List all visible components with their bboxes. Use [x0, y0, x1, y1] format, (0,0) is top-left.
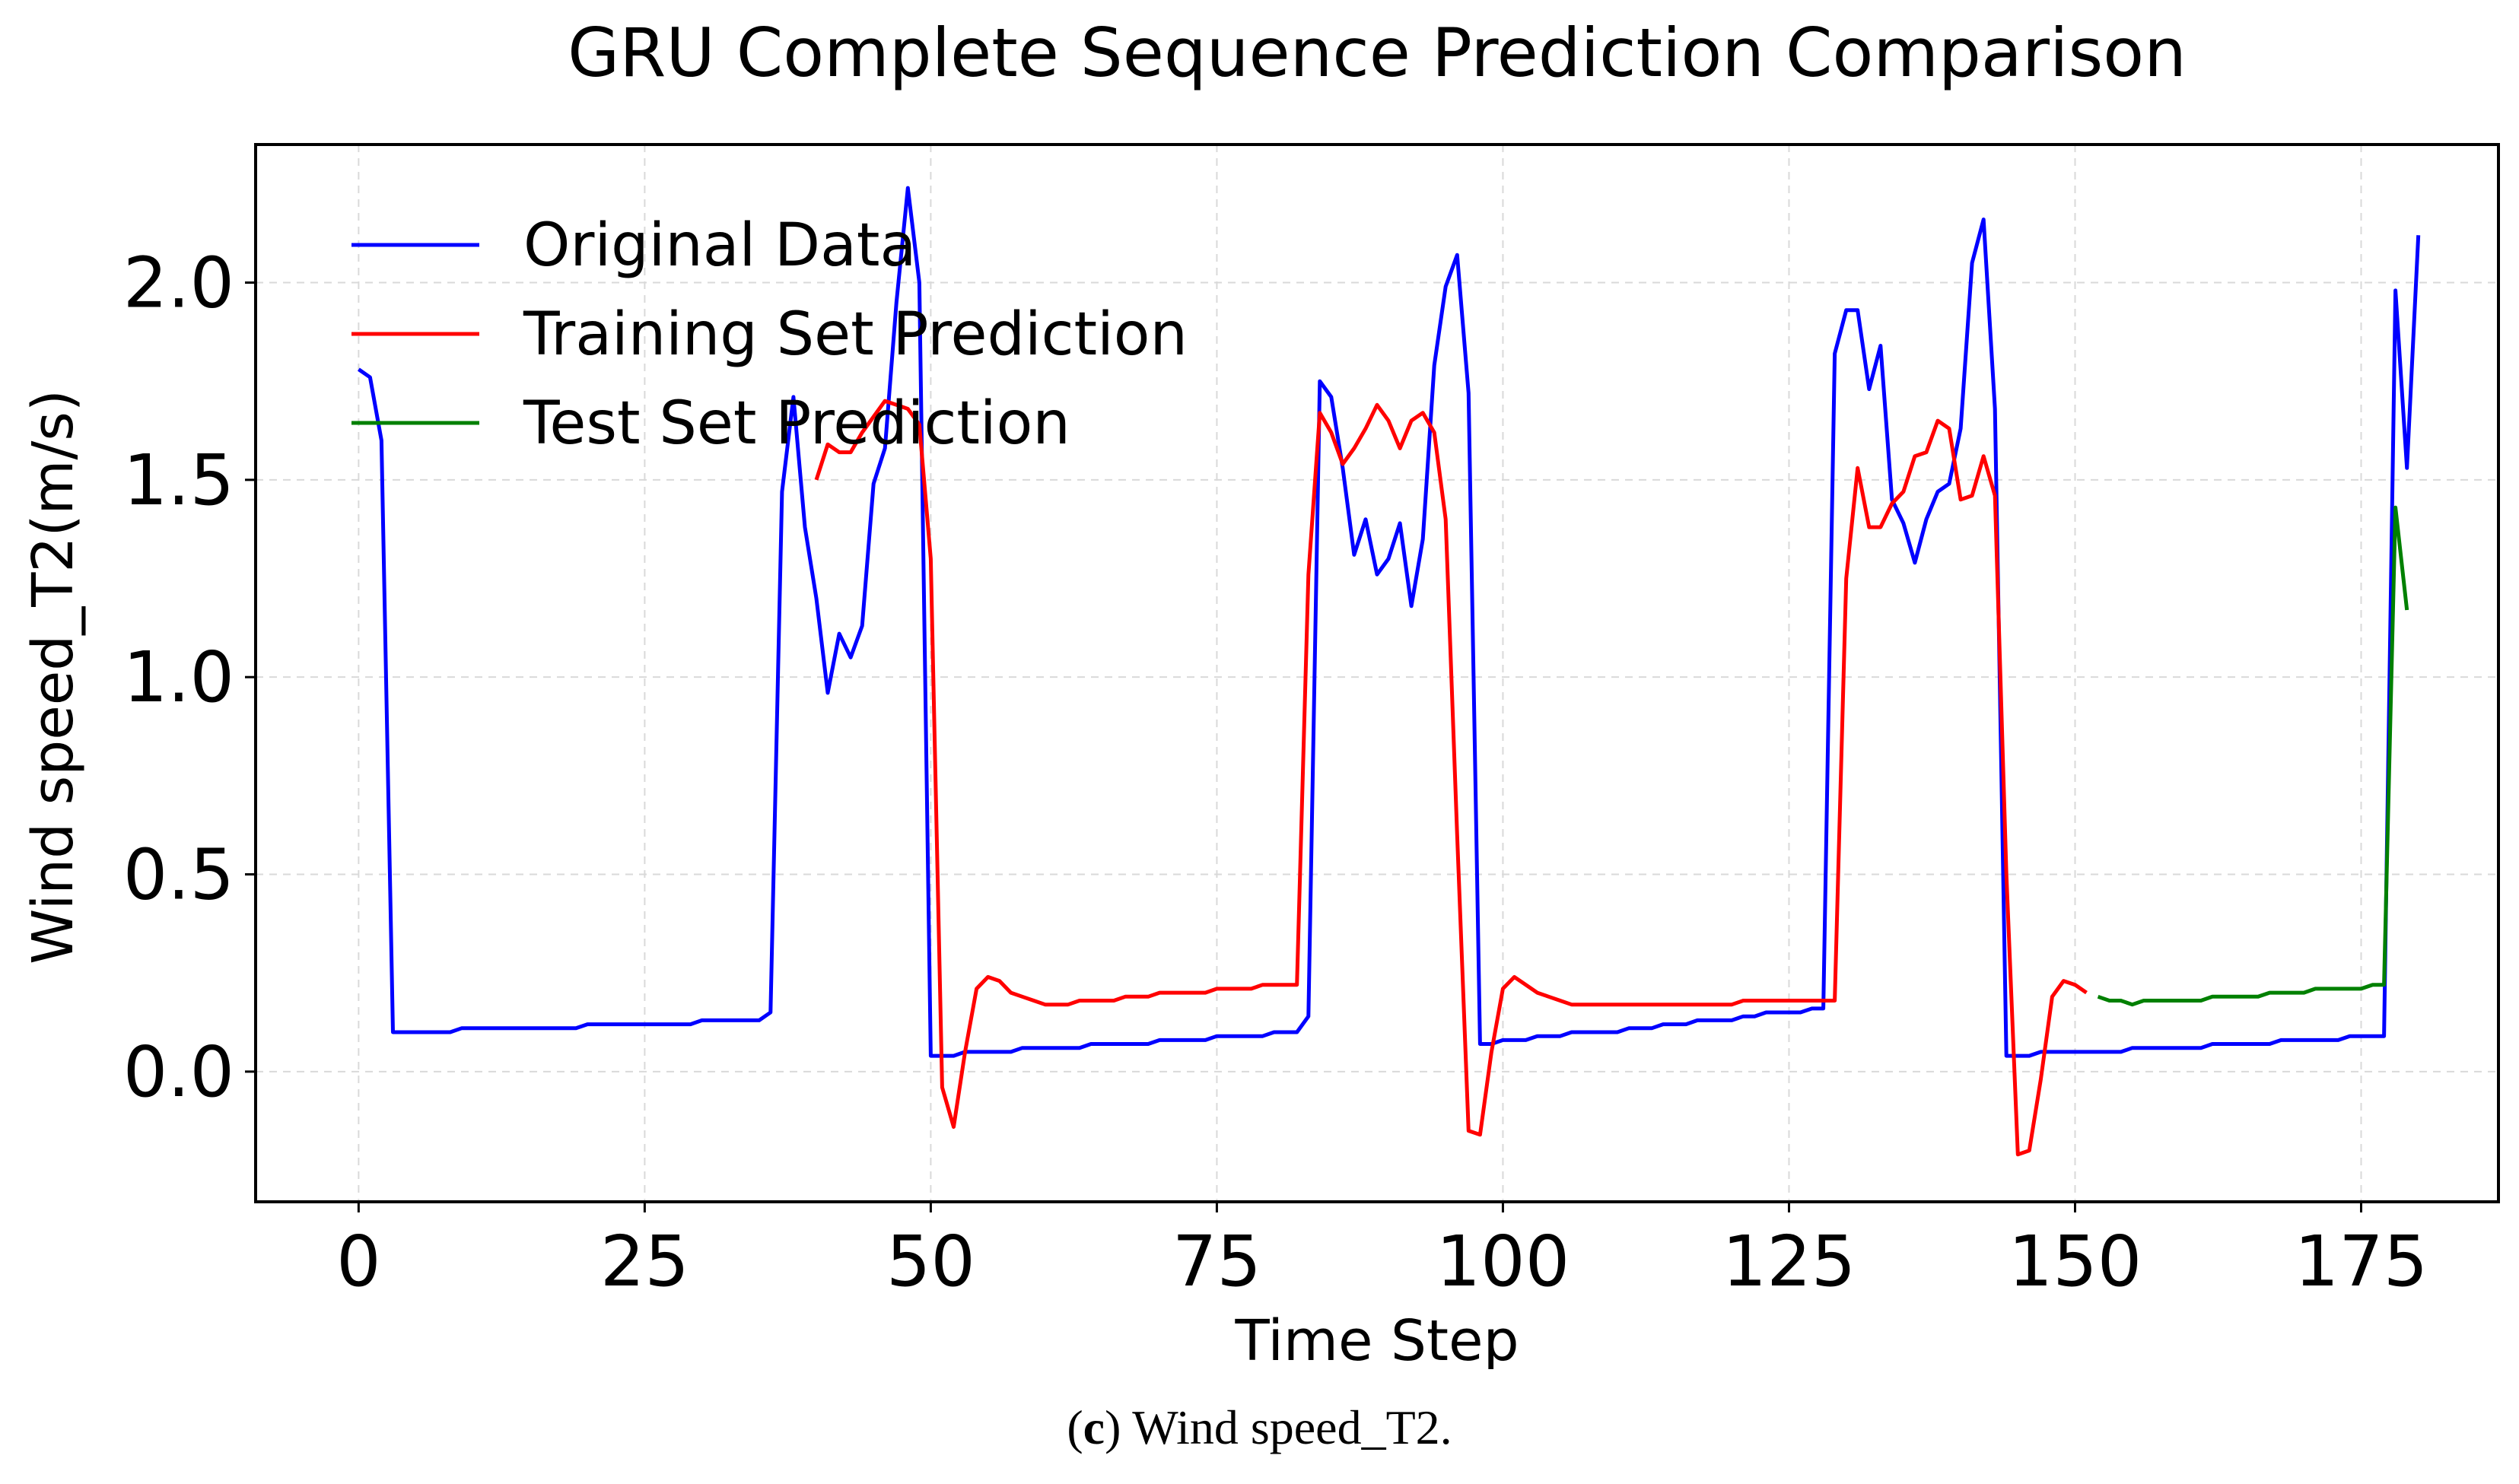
x-tick-label: 0 [336, 1221, 381, 1302]
series-line-test-set-prediction [2097, 505, 2409, 1007]
chart-title: GRU Complete Sequence Prediction Compari… [568, 14, 2187, 92]
series-group [357, 186, 2421, 1157]
legend: Original Data Training Set Prediction Test… [351, 211, 1188, 458]
caption-text: Wind speed_T2. [1121, 1400, 1452, 1454]
legend-label-original-data: Original Data [523, 211, 916, 280]
x-tick-label: 175 [2295, 1221, 2428, 1302]
x-tick-label: 25 [600, 1221, 689, 1302]
x-tick-label: 50 [886, 1221, 975, 1302]
ticks: 0 25 50 75 100 125 150 175 0.0 0.5 1.0 1.5 2.0 [123, 243, 2428, 1302]
y-tick-label: 0.5 [123, 834, 234, 916]
legend-label-test-set-prediction: Test Set Prediction [523, 389, 1070, 458]
x-tick-label: 125 [1722, 1221, 1856, 1302]
y-tick-label: 2.0 [123, 243, 234, 324]
x-tick-label: 100 [1436, 1221, 1570, 1302]
x-tick-label: 75 [1172, 1221, 1261, 1302]
legend-label-training-set-prediction: Training Set Prediction [523, 300, 1188, 369]
series-line-original-data [357, 186, 2421, 1058]
x-tick-label: 150 [2009, 1221, 2142, 1302]
caption-label: c [1083, 1400, 1105, 1454]
plot-frame [254, 143, 2500, 1203]
y-tick-label: 1.0 [123, 637, 234, 718]
y-tick-label: 1.5 [123, 440, 234, 521]
y-tick-label: 0.0 [123, 1031, 234, 1113]
chart: GRU Complete Sequence Prediction Compari… [21, 14, 2500, 1369]
y-axis-label: Wind speed_T2(m/s) [21, 389, 86, 964]
x-axis-label: Time Step [1234, 1308, 1519, 1369]
series-line-training-set-prediction [814, 399, 2088, 1157]
figure-caption: (c) Wind speed_T2. [1067, 1400, 1452, 1454]
